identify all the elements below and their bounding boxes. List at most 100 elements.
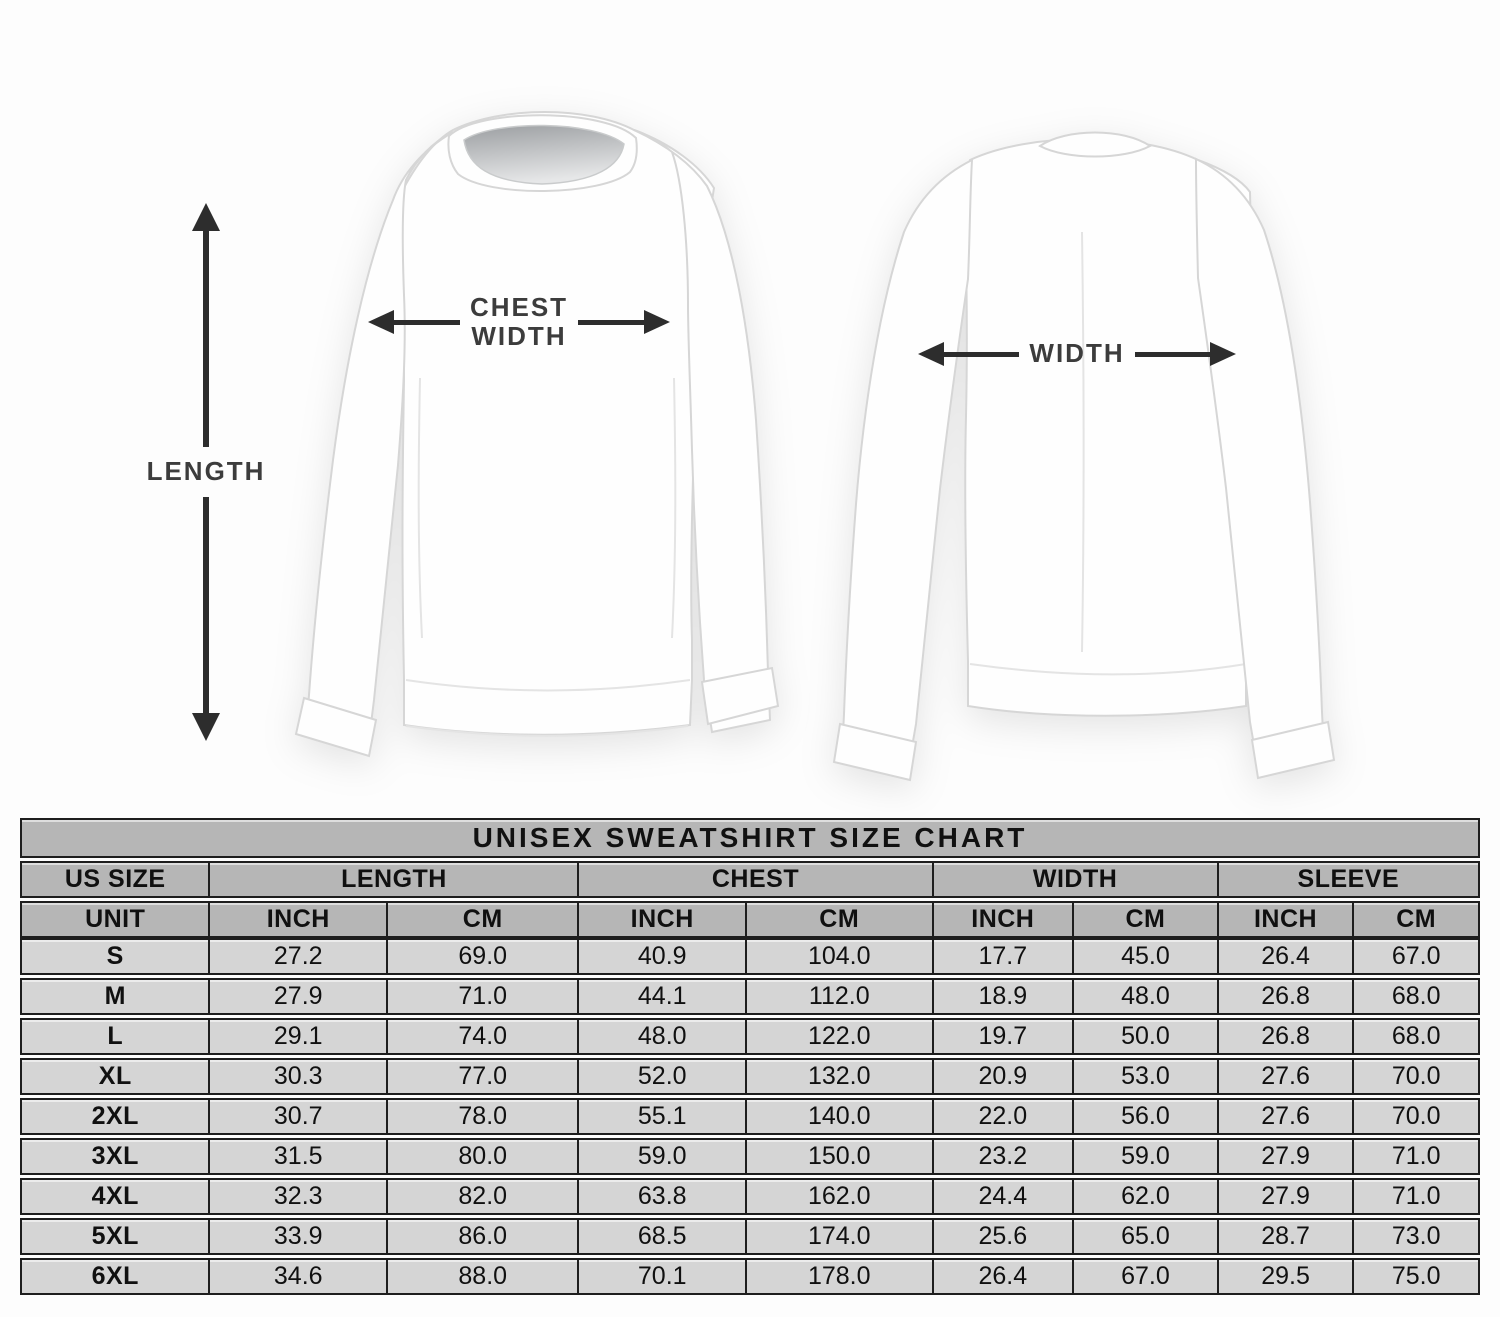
arrow-shaft — [944, 351, 1020, 357]
value-cell: 59.0 — [577, 1140, 745, 1173]
value-cell: 77.0 — [386, 1060, 577, 1093]
table-title: UNISEX SWEATSHIRT SIZE CHART — [472, 822, 1028, 853]
value-cell: 17.7 — [931, 940, 1073, 973]
arrow-right-icon — [644, 310, 670, 334]
sweatshirt-front-svg — [294, 111, 780, 758]
column-group-header: SLEEVE — [1216, 863, 1478, 896]
column-group-header: WIDTH — [931, 863, 1217, 896]
value-cell: 55.1 — [577, 1100, 745, 1133]
value-cell: 44.1 — [577, 980, 745, 1013]
value-cell: 28.7 — [1216, 1220, 1353, 1253]
value-cell: 70.0 — [1352, 1100, 1478, 1133]
value-cell: 30.7 — [208, 1100, 386, 1133]
value-cell: 30.3 — [208, 1060, 386, 1093]
value-cell: 80.0 — [386, 1140, 577, 1173]
value-cell: 24.4 — [931, 1180, 1073, 1213]
column-group-header: LENGTH — [208, 863, 577, 896]
unit-header-cell: CM — [1072, 903, 1217, 936]
chest-width-label-line1: CHEST — [469, 291, 569, 322]
value-cell: 67.0 — [1352, 940, 1478, 973]
value-cell: 68.0 — [1352, 980, 1478, 1013]
value-cell: 132.0 — [745, 1060, 932, 1093]
value-cell: 26.4 — [931, 1260, 1073, 1293]
value-cell: 62.0 — [1072, 1180, 1217, 1213]
length-arrow: LENGTH — [147, 203, 263, 742]
unit-header-cell: INCH — [577, 903, 745, 936]
value-cell: 82.0 — [386, 1180, 577, 1213]
value-cell: 27.2 — [208, 940, 386, 973]
sweatshirt-back-image — [818, 112, 1350, 788]
size-cell: 5XL — [91, 1222, 139, 1250]
unit-header-cell: CM — [1352, 903, 1478, 936]
value-cell: 104.0 — [745, 940, 932, 973]
size-cell: M — [104, 982, 126, 1010]
table-row: 2XL 30.7 78.0 55.1 140.0 22.0 56.0 27.6 70.0 — [20, 1098, 1480, 1135]
column-group-header: US SIZE — [64, 865, 166, 893]
size-cell: 4XL — [91, 1182, 139, 1210]
chest-width-label-line2: WIDTH — [471, 321, 567, 351]
value-cell: 78.0 — [386, 1100, 577, 1133]
size-cell: S — [106, 942, 124, 970]
value-cell: 18.9 — [931, 980, 1073, 1013]
sweatshirt-front-image — [250, 78, 802, 784]
value-cell: 33.9 — [208, 1220, 386, 1253]
value-cell: 48.0 — [1072, 980, 1217, 1013]
value-cell: 70.0 — [1352, 1060, 1478, 1093]
table-title-row: UNISEX SWEATSHIRT SIZE CHART — [20, 818, 1480, 858]
value-cell: 69.0 — [386, 940, 577, 973]
value-cell: 53.0 — [1072, 1060, 1217, 1093]
value-cell: 27.9 — [208, 980, 386, 1013]
table-body: S 27.2 69.0 40.9 104.0 17.7 45.0 26.4 67.0 M 27.9 7… — [20, 938, 1480, 1295]
chest-width-label: CHEST WIDTH — [469, 291, 569, 351]
arrow-left-icon — [918, 342, 944, 366]
value-cell: 26.4 — [1216, 940, 1353, 973]
value-cell: 73.0 — [1352, 1220, 1478, 1253]
size-cell: 2XL — [91, 1102, 139, 1130]
value-cell: 26.8 — [1216, 1020, 1353, 1053]
value-cell: 40.9 — [577, 940, 745, 973]
sweatshirt-back-svg — [832, 131, 1336, 782]
size-cell: L — [107, 1022, 124, 1050]
table-row: 6XL 34.6 88.0 70.1 178.0 26.4 67.0 29.5 75.0 — [20, 1258, 1480, 1295]
value-cell: 20.9 — [931, 1060, 1073, 1093]
back-width-label: WIDTH — [1029, 338, 1125, 369]
unit-header-cell: UNIT — [85, 905, 146, 933]
back-width-arrow: WIDTH — [918, 334, 1237, 374]
value-cell: 25.6 — [931, 1220, 1073, 1253]
unit-header-cell: INCH — [208, 903, 386, 936]
value-cell: 86.0 — [386, 1220, 577, 1253]
arrow-shaft — [1134, 351, 1211, 357]
table-row: S 27.2 69.0 40.9 104.0 17.7 45.0 26.4 67.0 — [20, 938, 1480, 975]
value-cell: 50.0 — [1072, 1020, 1217, 1053]
value-cell: 162.0 — [745, 1180, 932, 1213]
value-cell: 34.6 — [208, 1260, 386, 1293]
length-label: LENGTH — [146, 456, 266, 487]
unit-header-cell: CM — [386, 903, 577, 936]
size-cell: 3XL — [91, 1142, 139, 1170]
table-row: XL 30.3 77.0 52.0 132.0 20.9 53.0 27.6 70.0 — [20, 1058, 1480, 1095]
size-chart-table: UNISEX SWEATSHIRT SIZE CHART US SIZE LENG… — [20, 818, 1480, 1295]
value-cell: 29.5 — [1216, 1260, 1353, 1293]
table-row: 3XL 31.5 80.0 59.0 150.0 23.2 59.0 27.9 71.0 — [20, 1138, 1480, 1175]
table-row: 5XL 33.9 86.0 68.5 174.0 25.6 65.0 28.7 73.0 — [20, 1218, 1480, 1255]
arrow-up-icon — [192, 203, 220, 231]
value-cell: 23.2 — [931, 1140, 1073, 1173]
value-cell: 68.0 — [1352, 1020, 1478, 1053]
chest-width-arrow: CHEST WIDTH — [368, 290, 670, 354]
value-cell: 65.0 — [1072, 1220, 1217, 1253]
unit-header-cell: CM — [745, 903, 932, 936]
value-cell: 48.0 — [577, 1020, 745, 1053]
value-cell: 67.0 — [1072, 1260, 1217, 1293]
value-cell: 112.0 — [745, 980, 932, 1013]
arrow-shaft — [394, 319, 460, 325]
value-cell: 32.3 — [208, 1180, 386, 1213]
value-cell: 27.6 — [1216, 1100, 1353, 1133]
value-cell: 27.6 — [1216, 1060, 1353, 1093]
size-cell: 6XL — [91, 1262, 139, 1290]
table-row: L 29.1 74.0 48.0 122.0 19.7 50.0 26.8 68.0 — [20, 1018, 1480, 1055]
value-cell: 71.0 — [1352, 1180, 1478, 1213]
value-cell: 70.1 — [577, 1260, 745, 1293]
value-cell: 19.7 — [931, 1020, 1073, 1053]
unit-header-cell: INCH — [1216, 903, 1353, 936]
table-unit-header-row: UNIT INCH CM INCH CM INCH CM INCH CM — [20, 901, 1480, 938]
